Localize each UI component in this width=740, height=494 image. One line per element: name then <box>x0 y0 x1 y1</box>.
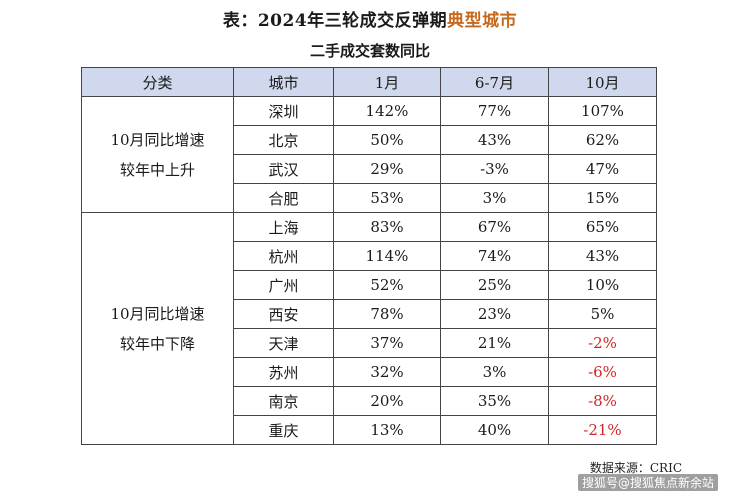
jun-jul-cell: 3% <box>440 357 549 387</box>
jan-cell: 20% <box>333 386 441 416</box>
table-row: 10月同比增速 较年中上升 深圳 142% 77% 107% <box>81 96 657 213</box>
city-cell: 苏州 <box>233 357 334 387</box>
header-jun-jul: 6-7月 <box>440 67 549 97</box>
table-title: 表：2024年三轮成交反弹期典型城市 <box>0 6 740 31</box>
jun-jul-cell: 35% <box>440 386 549 416</box>
watermark: 搜狐号@搜狐焦点新余站 <box>577 474 718 491</box>
jan-cell: 52% <box>333 270 441 300</box>
city-cell: 杭州 <box>233 241 334 271</box>
oct-cell: 65% <box>548 212 657 242</box>
header-category: 分类 <box>81 67 234 97</box>
jun-jul-cell: 21% <box>440 328 549 358</box>
table-body: 10月同比增速 较年中上升 深圳 142% 77% 107% 北京 50% 43% 62% 武汉 29… <box>81 96 657 445</box>
city-cell: 天津 <box>233 328 334 358</box>
jan-cell: 114% <box>333 241 441 271</box>
group-label-line1: 10月同比增速 <box>110 304 205 323</box>
jun-jul-cell: 25% <box>440 270 549 300</box>
group-label: 10月同比增速 较年中下降 <box>81 212 234 445</box>
jan-cell: 83% <box>333 212 441 242</box>
city-cell: 武汉 <box>233 154 334 184</box>
table-row: 合肥 53% 3% 15% <box>82 183 657 213</box>
table-subtitle: 二手成交套数同比 <box>309 42 430 60</box>
group-label: 10月同比增速 较年中上升 <box>81 96 234 213</box>
header-city: 城市 <box>233 67 334 97</box>
jun-jul-cell: 43% <box>440 125 549 155</box>
jan-cell: 50% <box>333 125 441 155</box>
jan-cell: 29% <box>333 154 441 184</box>
jun-jul-cell: -3% <box>440 154 549 184</box>
jun-jul-cell: 23% <box>440 299 549 329</box>
oct-cell: 10% <box>548 270 657 300</box>
table-row: 西安 78% 23% 5% <box>82 299 657 329</box>
oct-cell: -6% <box>548 357 657 387</box>
header-row: 分类 城市 1月 6-7月 10月 <box>81 67 657 97</box>
city-cell: 重庆 <box>233 415 334 445</box>
table-row: 天津 37% 21% -2% <box>82 328 657 358</box>
header-oct: 10月 <box>548 67 657 97</box>
table-row: 武汉 29% -3% 47% <box>82 154 657 184</box>
table-row: 苏州 32% 3% -6% <box>82 357 657 387</box>
group-label-line1: 10月同比增速 <box>110 130 205 149</box>
jun-jul-cell: 67% <box>440 212 549 242</box>
oct-cell: 62% <box>548 125 657 155</box>
oct-cell: 47% <box>548 154 657 184</box>
table-row: 杭州 114% 74% 43% <box>82 241 657 271</box>
table-row: 北京 50% 43% 62% <box>82 125 657 155</box>
jan-cell: 142% <box>333 96 441 126</box>
jan-cell: 78% <box>333 299 441 329</box>
jan-cell: 32% <box>333 357 441 387</box>
table-row: 重庆 13% 40% -21% <box>82 415 657 445</box>
header-jan: 1月 <box>333 67 441 97</box>
city-cell: 北京 <box>233 125 334 155</box>
jun-jul-cell: 74% <box>440 241 549 271</box>
city-cell: 南京 <box>233 386 334 416</box>
oct-cell: 107% <box>548 96 657 126</box>
city-cell: 广州 <box>233 270 334 300</box>
oct-cell: -21% <box>548 415 657 445</box>
jun-jul-cell: 3% <box>440 183 549 213</box>
table-row: 10月同比增速 较年中下降 上海 83% 67% 65% <box>81 212 657 445</box>
oct-cell: 5% <box>548 299 657 329</box>
title-highlight: 典型城市 <box>447 11 518 31</box>
oct-cell: 15% <box>548 183 657 213</box>
oct-cell: 43% <box>548 241 657 271</box>
oct-cell: -2% <box>548 328 657 358</box>
table-row: 广州 52% 25% 10% <box>82 270 657 300</box>
city-cell: 合肥 <box>233 183 334 213</box>
jun-jul-cell: 40% <box>440 415 549 445</box>
title-prefix: 表：2024年三轮成交反弹期 <box>222 11 448 31</box>
group-label-line2: 较年中下降 <box>119 334 195 353</box>
jan-cell: 53% <box>333 183 441 213</box>
data-table: 分类 城市 1月 6-7月 10月 10月同比增速 较年中上升 深圳 142% 77% 1… <box>81 67 657 445</box>
city-cell: 上海 <box>233 212 334 242</box>
city-cell: 深圳 <box>233 96 334 126</box>
oct-cell: -8% <box>548 386 657 416</box>
source-note: 数据来源：CRIC <box>589 461 682 475</box>
jan-cell: 37% <box>333 328 441 358</box>
jan-cell: 13% <box>333 415 441 445</box>
jun-jul-cell: 77% <box>440 96 549 126</box>
group-label-line2: 较年中上升 <box>119 160 195 179</box>
city-cell: 西安 <box>233 299 334 329</box>
